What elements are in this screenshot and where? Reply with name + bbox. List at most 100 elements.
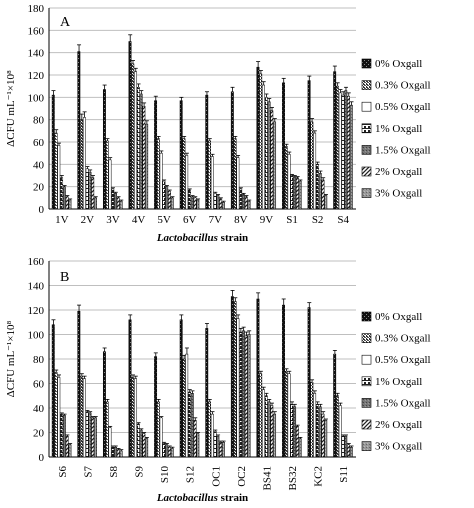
bar <box>65 196 69 210</box>
bar <box>102 89 106 210</box>
bar <box>233 138 237 210</box>
y-tick-label: 0 <box>39 452 45 464</box>
x-tick-label: S11 <box>338 466 350 483</box>
legend-swatch <box>361 398 372 408</box>
x-tick-label: S7 <box>82 466 94 478</box>
x-tick-label: S9 <box>134 466 146 478</box>
bar <box>344 435 348 458</box>
bar <box>88 171 92 210</box>
x-tick-label: S4 <box>337 214 349 226</box>
x-tick-label: S6 <box>57 466 69 478</box>
bar <box>208 140 211 210</box>
bar <box>239 331 243 458</box>
bar <box>190 393 194 458</box>
bar <box>165 186 169 210</box>
legend-swatch <box>361 333 372 343</box>
bar <box>82 378 86 458</box>
bar <box>290 175 294 210</box>
x-tick-label: 3V <box>106 214 120 226</box>
bar <box>193 197 197 210</box>
bar <box>293 406 297 458</box>
bar <box>182 138 186 210</box>
bar <box>242 194 245 210</box>
y-tick-label: 40 <box>33 403 45 415</box>
legend-swatch <box>361 188 372 198</box>
bar <box>136 87 140 210</box>
y-tick-label: 40 <box>33 159 45 171</box>
x-tick-label: S12 <box>185 466 197 483</box>
bar <box>210 156 214 210</box>
bar <box>134 71 138 210</box>
bar <box>313 132 317 210</box>
bar <box>282 304 285 458</box>
bar <box>116 197 120 210</box>
bar <box>134 378 138 458</box>
bar <box>57 145 61 210</box>
bar <box>142 106 146 210</box>
bar <box>282 82 285 210</box>
bar <box>293 176 297 210</box>
legend-swatch <box>361 123 372 134</box>
bar <box>190 196 194 210</box>
x-axis-title: Lactobacillus strain <box>156 492 248 504</box>
bar <box>210 413 214 458</box>
bar <box>205 94 209 210</box>
legend-swatch <box>361 101 372 112</box>
bar <box>139 93 143 210</box>
bar <box>247 200 251 210</box>
bar <box>105 401 109 458</box>
x-axis-title: Lactobacillus strain <box>156 232 248 244</box>
y-axis-title: ΔCFU mL⁻¹×10⁸ <box>5 70 17 147</box>
bar <box>128 41 132 210</box>
y-tick-label: 60 <box>33 379 45 391</box>
bar <box>290 404 294 458</box>
bar <box>145 438 149 458</box>
bar <box>185 155 189 210</box>
legend-label: 0% Oxgall <box>375 311 422 323</box>
bar <box>131 377 135 458</box>
chart-panel-a: 0 20 40 60 80 100 120 140 160 180 1V 2V 3V 4V 5V 6V 7V 8V… <box>5 3 431 244</box>
bar <box>264 97 268 210</box>
bar <box>341 94 345 210</box>
bar <box>182 358 186 458</box>
bar <box>338 405 342 458</box>
y-tick-label: 160 <box>28 25 45 37</box>
legend-swatch <box>361 311 372 322</box>
legend-label: 1.5% Oxgall <box>375 397 431 409</box>
bar <box>159 417 163 458</box>
chart-panel-b: 0 20 40 60 80 100 120 140 160 S6 S7 S8 S9 S10 S12 OC1 OC… <box>5 256 431 504</box>
bar <box>68 199 72 210</box>
bar <box>179 100 183 210</box>
bar <box>77 310 81 458</box>
bar <box>168 190 171 210</box>
bar <box>85 168 89 210</box>
bar <box>262 84 265 210</box>
y-tick-label: 0 <box>39 204 45 216</box>
x-tick-label: BS41 <box>261 466 273 490</box>
bar <box>244 335 248 458</box>
legend-swatch <box>361 166 372 177</box>
bar <box>219 198 223 210</box>
bar <box>68 444 72 458</box>
bar <box>230 296 234 458</box>
bar <box>318 173 322 210</box>
bar <box>91 177 95 210</box>
x-tick-label: 6V <box>183 214 197 226</box>
bar <box>338 92 342 210</box>
legend-swatch <box>361 354 372 365</box>
bar <box>62 415 66 458</box>
bar <box>236 157 240 210</box>
bar <box>242 330 245 458</box>
bar <box>170 448 174 458</box>
bar <box>256 298 260 458</box>
bar <box>162 443 166 458</box>
bar <box>310 382 314 458</box>
bar <box>165 444 169 458</box>
bar <box>284 371 288 458</box>
bar <box>244 196 248 210</box>
bar <box>131 63 135 210</box>
y-tick-label: 100 <box>28 92 45 104</box>
bar <box>313 393 317 458</box>
x-axis-title-rest: strain <box>221 492 249 504</box>
legend-swatch <box>361 80 372 90</box>
